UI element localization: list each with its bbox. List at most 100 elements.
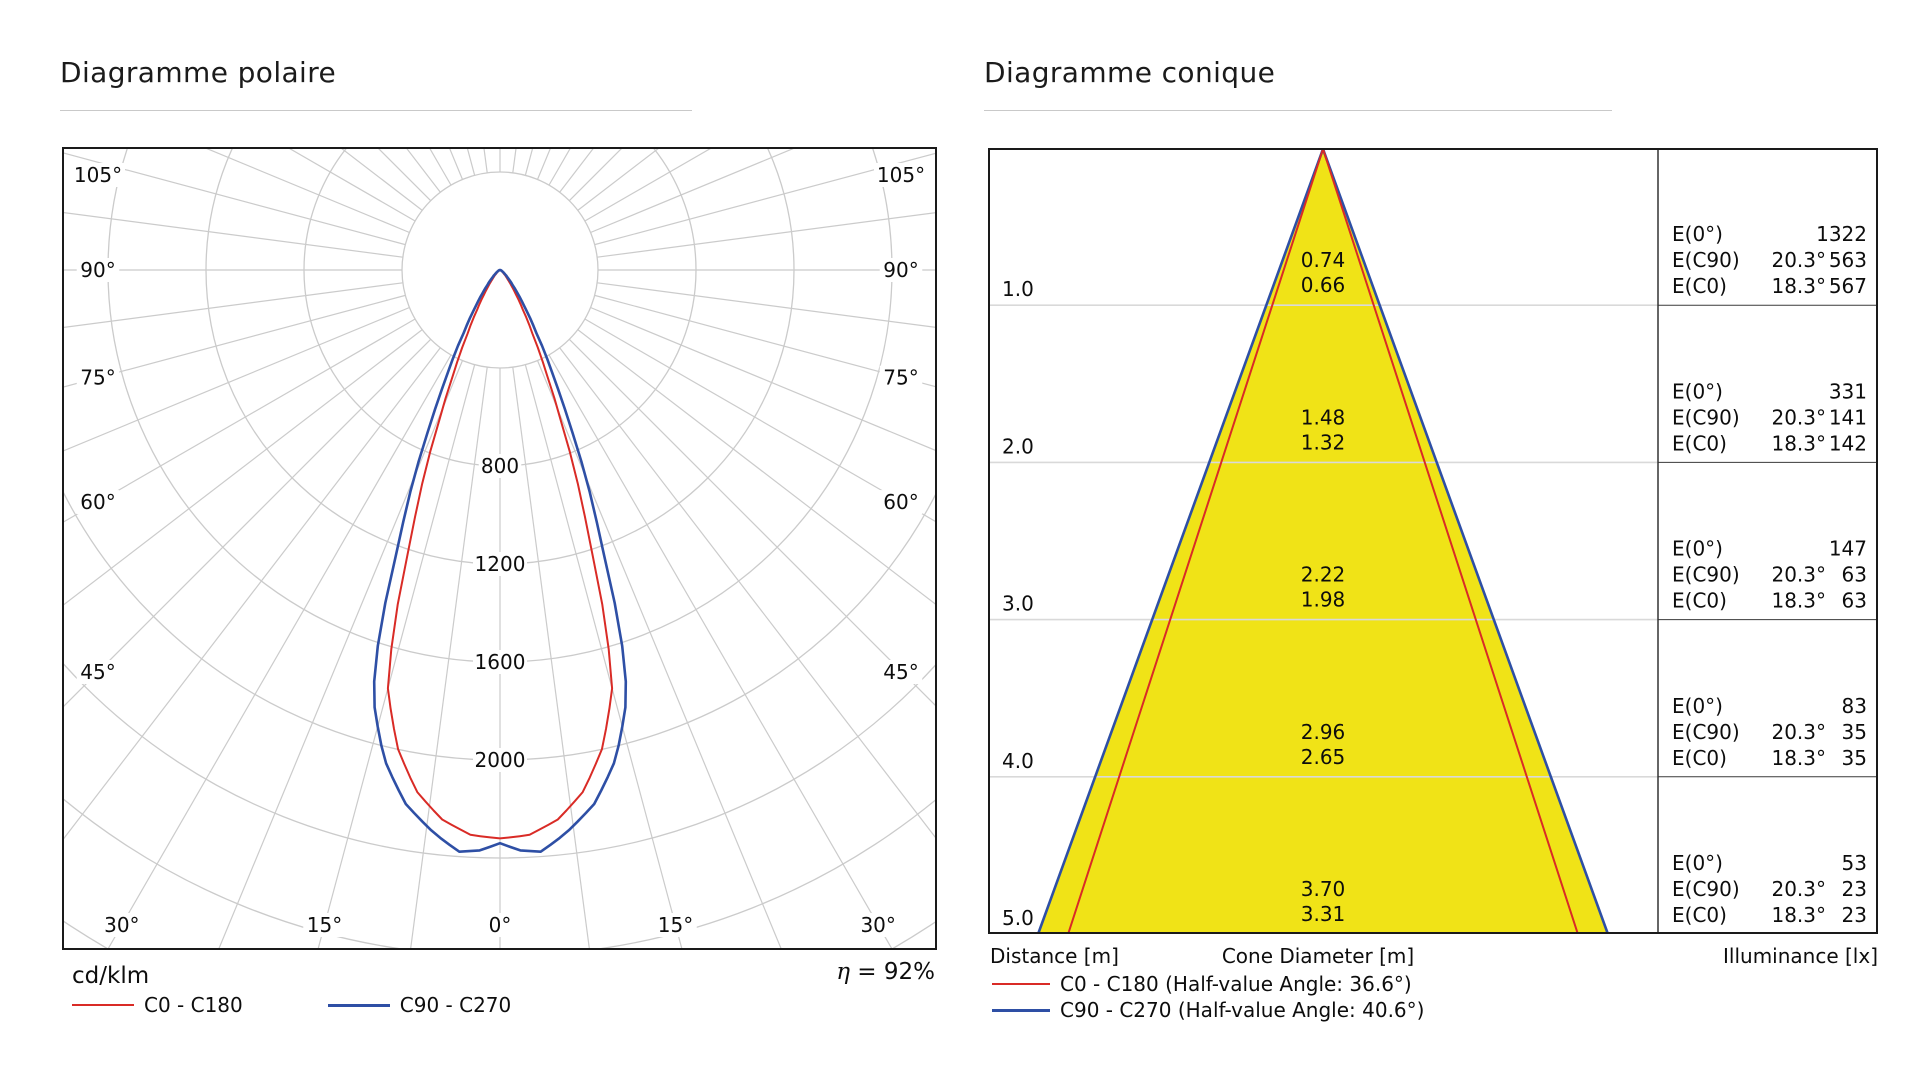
polar-grid-radial xyxy=(590,149,794,234)
cone-diameter-c90-5: 3.70 xyxy=(1301,877,1346,901)
illum-label-4-1: E(0°) xyxy=(1672,694,1723,718)
distance-label-1.0: 1.0 xyxy=(1002,277,1034,301)
polar-grid-radial xyxy=(64,306,410,452)
ring-label-2000: 2000 xyxy=(475,748,526,772)
illum-label-2-1: E(0°) xyxy=(1672,379,1723,403)
angle-label-bottom-2: 0° xyxy=(489,913,512,937)
polar-grid-radial xyxy=(64,152,406,246)
polar-grid-radial xyxy=(410,367,488,948)
polar-grid-radial xyxy=(590,306,935,451)
polar-grid-radial xyxy=(548,354,893,948)
angle-label-bottom-0: 30° xyxy=(104,913,139,937)
illum-value-2-1: 331 xyxy=(1829,379,1867,403)
illuminance-axis-label: Illuminance [lx] xyxy=(1723,944,1878,968)
illum-label-5-1: E(0°) xyxy=(1672,851,1723,875)
illum-angle-2-3: 18.3° xyxy=(1771,431,1826,455)
illum-label-1-3: E(C0) xyxy=(1672,274,1727,298)
illum-value-3-2: 63 xyxy=(1842,563,1867,587)
cone-diameter-c90-4: 2.96 xyxy=(1301,720,1346,744)
cone-title-underline xyxy=(984,110,1612,111)
angle-label-bottom-1: 15° xyxy=(307,913,342,937)
efficiency-value: η = 92% xyxy=(705,959,935,985)
illum-label-5-3: E(C0) xyxy=(1672,903,1727,927)
illum-value-2-2: 141 xyxy=(1829,405,1867,429)
illum-value-4-2: 35 xyxy=(1842,720,1867,744)
polar-grid-radial xyxy=(559,347,935,838)
illum-value-5-1: 53 xyxy=(1842,851,1867,875)
polar-grid-radial xyxy=(206,149,410,234)
illum-value-4-3: 35 xyxy=(1842,746,1867,770)
angle-label-bottom-0-chip xyxy=(100,913,144,937)
polar-chart-border xyxy=(62,147,937,950)
ring-label-2000-chip xyxy=(473,748,527,772)
polar-grid-radial xyxy=(524,364,683,948)
illum-value-4-1: 83 xyxy=(1842,694,1867,718)
angle-label-bottom-3-chip xyxy=(654,913,697,937)
illum-label-2-3: E(C0) xyxy=(1672,431,1727,455)
cone-diameter-c0-1: 0.66 xyxy=(1301,273,1346,297)
polar-grid-radial xyxy=(577,329,935,605)
angle-label-bottom-1-chip xyxy=(303,913,346,937)
polar-grid-radial xyxy=(289,149,416,222)
angle-label-left-105: 105° xyxy=(74,163,122,187)
illum-value-5-2: 23 xyxy=(1842,877,1867,901)
ring-label-800: 800 xyxy=(481,454,519,478)
illum-label-3-1: E(0°) xyxy=(1672,537,1723,561)
cone-chart-border xyxy=(988,148,1878,934)
polar-grid-radial xyxy=(536,149,551,180)
angle-label-right-90-chip xyxy=(879,258,923,282)
cone-legend-row-c90: C90 - C270 (Half-value Angle: 40.6°) xyxy=(992,998,1424,1022)
cone-diameter-c0-3: 1.98 xyxy=(1301,588,1346,612)
polar-grid-radial xyxy=(594,294,935,388)
polar-title-underline xyxy=(60,110,692,111)
angle-label-right-45-chip xyxy=(879,660,923,684)
illum-angle-4-2: 20.3° xyxy=(1771,720,1826,744)
ring-label-1600-chip xyxy=(473,650,527,674)
angle-label-left-90: 90° xyxy=(80,258,115,282)
angle-label-left-90-chip xyxy=(76,258,120,282)
illum-angle-4-3: 18.3° xyxy=(1771,746,1826,770)
polar-curves xyxy=(372,268,628,854)
illum-angle-5-2: 20.3° xyxy=(1771,877,1826,901)
cone-diameter-c90-3: 2.22 xyxy=(1301,563,1346,587)
illum-label-3-2: E(C90) xyxy=(1672,563,1740,587)
polar-grid-radial xyxy=(568,338,935,706)
illum-value-3-1: 147 xyxy=(1829,537,1867,561)
illum-angle-3-3: 18.3° xyxy=(1771,589,1826,613)
cone-diameter-axis-label: Cone Diameter [m] xyxy=(1221,944,1415,968)
ring-label-1200-chip xyxy=(473,552,527,576)
polar-grid-radial xyxy=(64,347,441,840)
illum-value-3-3: 63 xyxy=(1842,589,1867,613)
polar-grid-radial xyxy=(317,364,476,948)
angle-label-left-45: 45° xyxy=(80,660,115,684)
polar-unit-label: cd/klm xyxy=(72,963,150,989)
angle-label-right-90: 90° xyxy=(883,258,918,282)
polar-grid-radial xyxy=(597,212,935,258)
angle-label-right-75-chip xyxy=(879,365,923,390)
cone-diameter-c90-2: 1.48 xyxy=(1301,405,1346,429)
distance-label-2.0: 2.0 xyxy=(1002,434,1034,458)
polar-grid-radial xyxy=(449,149,464,180)
illum-angle-1-3: 18.3° xyxy=(1771,274,1826,298)
angle-label-bottom-2-chip xyxy=(484,913,516,937)
polar-grid-radial xyxy=(64,329,423,606)
illum-value-1-2: 563 xyxy=(1829,248,1867,272)
illum-value-5-3: 23 xyxy=(1842,903,1867,927)
angle-label-bottom-3: 15° xyxy=(658,913,693,937)
polar-grid xyxy=(64,149,935,948)
polar-grid-radial xyxy=(64,338,432,707)
angle-label-bottom-4-chip xyxy=(856,913,900,937)
polar-diagram-title: Diagramme polaire xyxy=(60,56,337,89)
light-cone-fill xyxy=(1038,149,1608,934)
distance-label-5.0: 5.0 xyxy=(1002,906,1034,930)
eta-text: = 92% xyxy=(849,959,935,985)
illum-label-3-3: E(C0) xyxy=(1672,589,1727,613)
illum-angle-3-2: 20.3° xyxy=(1771,563,1826,587)
distance-axis-label: Distance [m] xyxy=(990,944,1119,968)
illum-label-5-2: E(C90) xyxy=(1672,877,1740,901)
polar-grid-radial xyxy=(64,211,403,258)
cone-diameter-c90-1: 0.74 xyxy=(1301,248,1346,272)
polar-grid-radial xyxy=(584,149,711,222)
